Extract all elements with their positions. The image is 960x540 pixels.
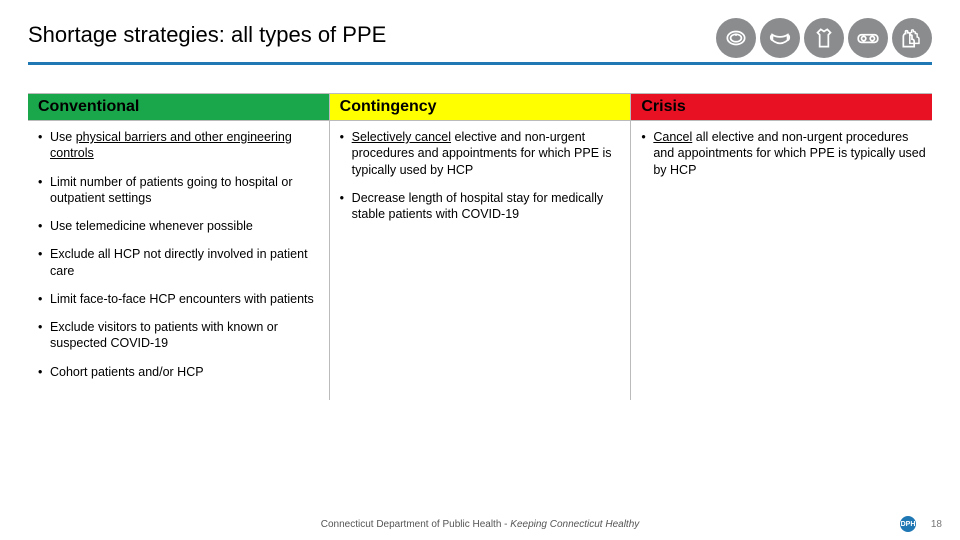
column-conventional: Conventional • Use physical barriers and…	[28, 94, 330, 400]
column-header-crisis: Crisis	[631, 94, 932, 121]
list-item: •Cohort patients and/or HCP	[38, 364, 325, 380]
page-number: 18	[931, 519, 942, 530]
list-item: •Decrease length of hospital stay for me…	[340, 190, 627, 223]
dph-logo: DPH	[900, 516, 916, 532]
respirator-icon	[716, 18, 756, 58]
list-item: •Limit face-to-face HCP encounters with …	[38, 291, 325, 307]
strategies-table: Conventional • Use physical barriers and…	[28, 93, 932, 400]
gown-icon	[804, 18, 844, 58]
list-item: • Use physical barriers and other engine…	[38, 129, 325, 162]
ppe-icon-strip	[716, 18, 932, 58]
goggles-icon	[848, 18, 888, 58]
list-item: •Exclude all HCP not directly involved i…	[38, 246, 325, 279]
list-item: •Exclude visitors to patients with known…	[38, 319, 325, 352]
slide-title: Shortage strategies: all types of PPE	[28, 22, 386, 54]
column-header-conventional: Conventional	[28, 94, 329, 121]
footer: Connecticut Department of Public Health …	[0, 519, 960, 530]
mask-icon	[760, 18, 800, 58]
column-crisis: Crisis • Cancel all elective and non-urg…	[631, 94, 932, 400]
column-header-contingency: Contingency	[330, 94, 631, 121]
list-item: • Cancel all elective and non-urgent pro…	[641, 129, 928, 178]
list-item: •Limit number of patients going to hospi…	[38, 174, 325, 207]
list-item: •Use telemedicine whenever possible	[38, 218, 325, 234]
list-item: • Selectively cancel elective and non-ur…	[340, 129, 627, 178]
title-underline	[28, 62, 932, 65]
gloves-icon	[892, 18, 932, 58]
column-contingency: Contingency • Selectively cancel electiv…	[330, 94, 632, 400]
